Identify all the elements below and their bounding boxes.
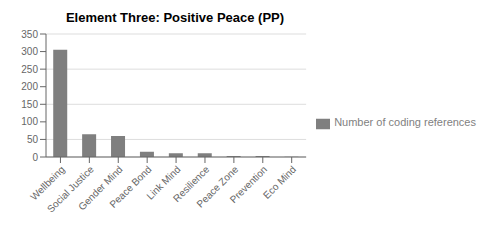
- svg-text:Link Mind: Link Mind: [144, 163, 183, 202]
- svg-text:0: 0: [32, 152, 38, 163]
- svg-text:250: 250: [21, 64, 38, 75]
- svg-text:Resilience: Resilience: [171, 163, 212, 205]
- svg-text:50: 50: [27, 134, 39, 145]
- svg-text:Wellbeing: Wellbeing: [28, 163, 67, 203]
- svg-text:Gender Mind: Gender Mind: [76, 163, 125, 213]
- html-text:Element Three: Positive Peace: Element Three: Positive Peace (PP): [65, 10, 285, 25]
- html-text:Number of coding references: Number of coding references: [334, 116, 476, 129]
- svg-text:300: 300: [21, 46, 38, 57]
- svg-text:Prevention: Prevention: [228, 164, 270, 206]
- svg-text:Peace Zone: Peace Zone: [194, 163, 241, 210]
- svg-text:100: 100: [21, 116, 38, 127]
- svg-text:Peace Bond: Peace Bond: [107, 164, 153, 210]
- svg-text:350: 350: [21, 29, 38, 40]
- svg-text:Eco Mind: Eco Mind: [261, 164, 298, 201]
- svg-text:200: 200: [21, 81, 38, 92]
- svg-text:Social Justice: Social Justice: [44, 163, 96, 215]
- svg-text:150: 150: [21, 99, 38, 110]
